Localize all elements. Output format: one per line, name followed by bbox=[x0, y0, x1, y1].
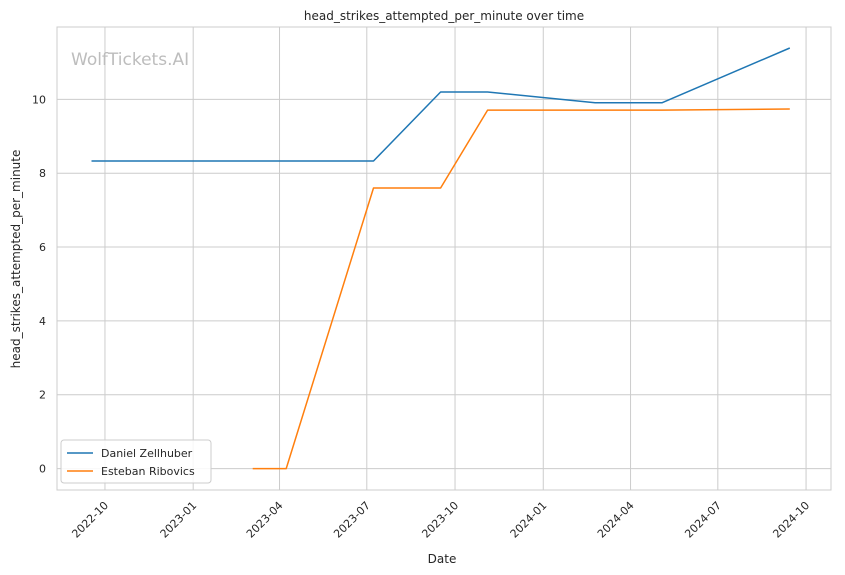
plot-area bbox=[56, 26, 832, 491]
series-layer bbox=[91, 47, 791, 470]
legend-label-daniel: Daniel Zellhuber bbox=[101, 447, 193, 460]
legend-box bbox=[60, 439, 212, 484]
y-tick-label: 8 bbox=[39, 167, 46, 180]
y-tick-label: 2 bbox=[39, 389, 46, 402]
legend-label-esteban: Esteban Ribovics bbox=[101, 465, 195, 478]
watermark: WolfTickets.AI bbox=[71, 50, 189, 70]
y-tick-label: 0 bbox=[39, 463, 46, 476]
series-line-esteban-ribovics bbox=[252, 108, 790, 470]
x-axis-label: Date bbox=[428, 552, 457, 566]
y-axis-ticks: 0 2 4 6 8 10 bbox=[32, 93, 46, 475]
series-line-daniel-zellhuber bbox=[91, 47, 791, 162]
grid-lines bbox=[57, 27, 831, 490]
chart-title: head_strikes_attempted_per_minute over t… bbox=[304, 9, 584, 23]
legend: Daniel Zellhuber Esteban Ribovics bbox=[60, 439, 212, 484]
y-tick-label: 4 bbox=[39, 315, 46, 328]
y-tick-label: 6 bbox=[39, 241, 46, 254]
y-tick-label: 10 bbox=[32, 93, 46, 106]
y-axis-label: head_strikes_attempted_per_minute bbox=[9, 150, 23, 369]
